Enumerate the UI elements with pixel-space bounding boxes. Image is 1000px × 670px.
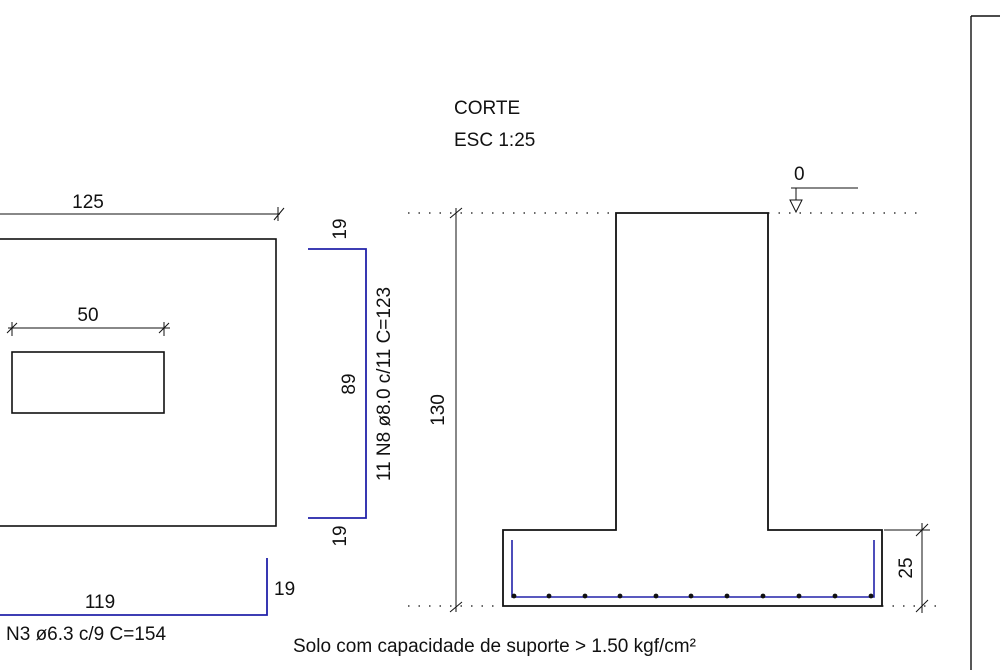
section-rebar-dots [511,593,874,599]
bar-n8-length: 89 [339,373,360,394]
plan-footing-outline [0,238,277,527]
plan-column-dim: 50 [77,305,98,326]
bar-n3-leg: 19 [274,579,295,600]
section-rebar [511,540,875,598]
rebar-dot [868,593,874,599]
base-dim-tick-bottom [915,599,929,613]
height-dim-tick-top [449,207,463,219]
rebar-dot [617,593,623,599]
rebar-dot [724,593,730,599]
bar-n8-shape [308,248,367,519]
base-dim: 25 [896,557,917,578]
rebar-dot [832,593,838,599]
rebar-dot [760,593,766,599]
plan-view: 125 50 [0,192,285,527]
footing-section-outline [502,212,883,607]
bar-n8-detail: 19 89 11 N8 ø8.0 c/11 C=123 19 [308,218,395,547]
rebar-dot [546,593,552,599]
rebar-dot [796,593,802,599]
plan-width-dim-tick [273,207,285,221]
plan-column-dim-tick-right [158,322,170,334]
bar-n8-top-leg: 19 [330,218,351,239]
bar-n8-spec: 11 N8 ø8.0 c/11 C=123 [374,287,395,481]
rebar-dot [653,593,659,599]
bar-n3-spec: N3 ø6.3 c/9 C=154 [6,624,166,645]
height-dim: 130 [428,394,449,426]
plan-column-outline [11,351,165,414]
rebar-dot [582,593,588,599]
level-triangle-icon [789,199,803,214]
rebar-dot [511,593,517,599]
plan-width-dim: 125 [72,192,104,213]
base-dim-tick-top [915,523,929,537]
height-dim-tick-bottom [449,601,463,613]
level-value: 0 [794,164,805,185]
section-view: CORTE ESC 1:25 0 130 [293,98,945,657]
bar-n3-shape [0,558,268,616]
plan-column-dim-tick-left [6,322,18,334]
soil-note: Solo com capacidade de suporte > 1.50 kg… [293,636,696,657]
bar-n3-length: 119 [85,592,115,613]
section-title: CORTE [454,98,520,119]
bar-n8-bottom-leg: 19 [330,525,351,546]
bar-n3-detail: 19 119 N3 ø6.3 c/9 C=154 [0,558,295,645]
rebar-dot [688,593,694,599]
section-scale: ESC 1:25 [454,130,535,151]
